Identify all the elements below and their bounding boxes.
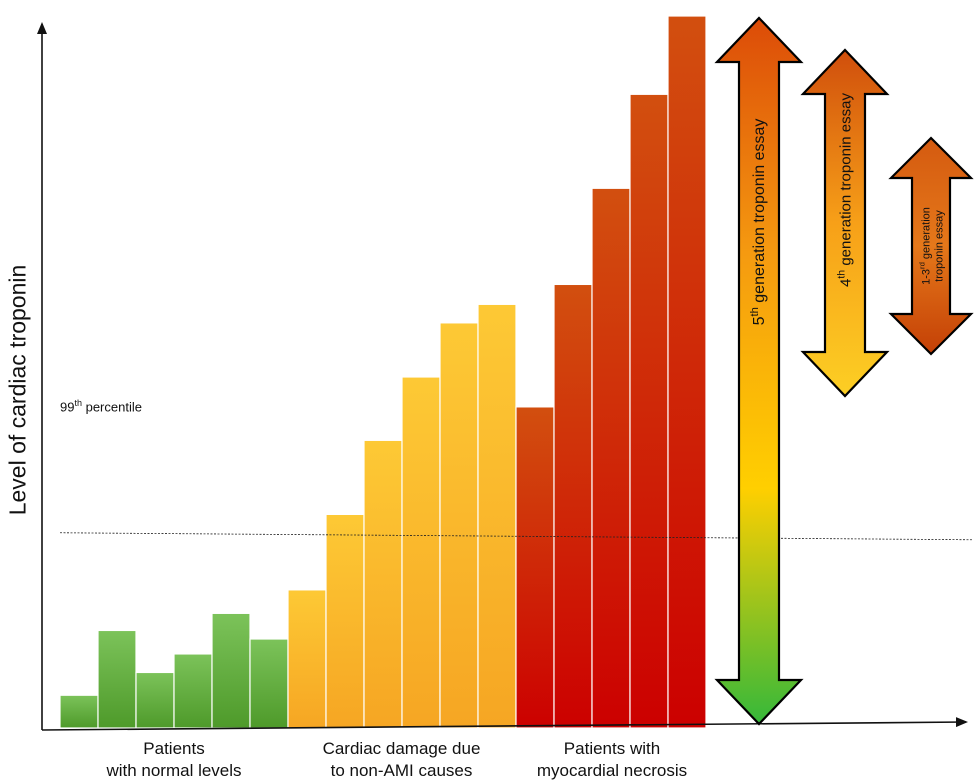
bar-group2-5	[439, 322, 479, 729]
percentile-99-line	[59, 532, 973, 541]
bar-group1-6	[249, 638, 289, 729]
assay-arrow-1	[714, 16, 804, 726]
group-label-normal: Patients with normal levels	[106, 739, 242, 780]
bar-group2-4	[401, 376, 441, 729]
bar-group2-6	[477, 303, 517, 729]
bar-group2-1	[287, 589, 327, 729]
bar-group2-2	[325, 513, 365, 729]
group-label-necrosis: Patients with myocardial necrosis	[536, 739, 688, 780]
bar-group3-1	[515, 406, 555, 729]
group-label-non-ami: Cardiac damage due to non-AMI causes	[322, 739, 481, 780]
bar-group2-3	[363, 439, 403, 729]
bar-group3-2	[553, 283, 593, 729]
assay-arrow-3	[888, 136, 974, 356]
bar-group1-1	[59, 694, 99, 729]
bar-group3-5	[667, 15, 707, 729]
x-axis	[41, 717, 968, 731]
bars-layer	[59, 15, 707, 729]
bar-group3-3	[591, 187, 631, 729]
assay-arrow-2	[800, 48, 890, 398]
percentile-99-label: 99th percentile	[60, 398, 142, 415]
bar-group1-3	[135, 671, 175, 729]
assay-arrows	[714, 16, 974, 726]
bar-group1-2	[97, 629, 137, 729]
bar-group1-4	[173, 653, 213, 729]
bar-group1-5	[211, 612, 251, 729]
bar-group3-4	[629, 93, 669, 729]
